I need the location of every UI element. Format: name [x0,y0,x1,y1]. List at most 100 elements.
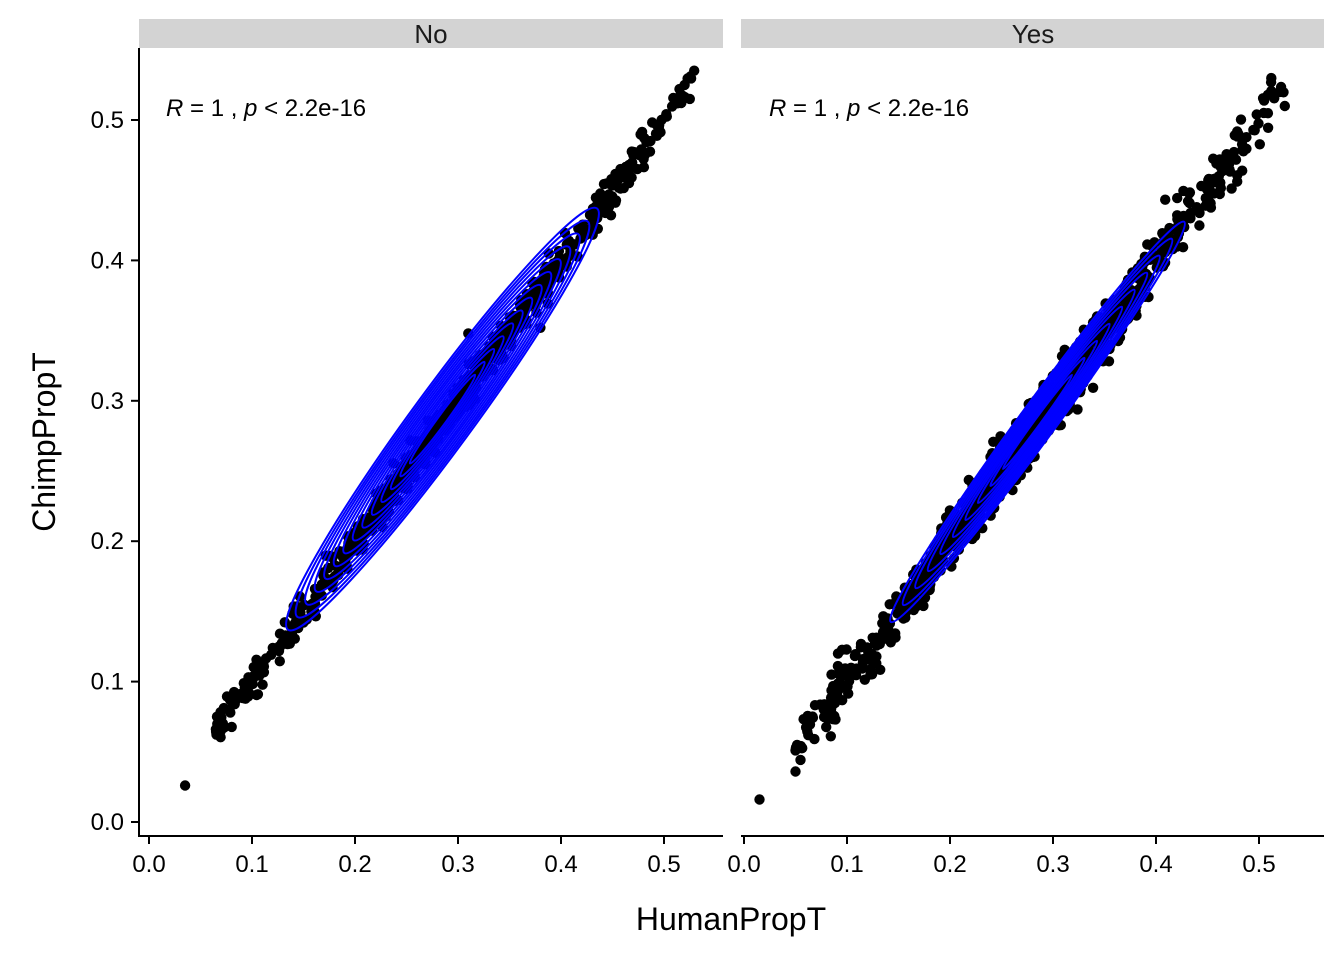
x-axis-ticks-yes: 0.0 0.1 0.2 0.3 0.4 0.5 [727,836,1276,878]
data-point [221,691,233,702]
data-point [884,599,895,610]
x-axis-ticks-no: 0.0 0.1 0.2 0.3 0.4 0.5 [132,836,681,878]
data-point [1254,139,1266,150]
data-point [274,656,285,667]
data-point [632,163,643,175]
data-point [1262,108,1274,119]
data-point [603,201,615,212]
data-point [825,731,836,742]
density-contours [285,206,600,632]
x-tick-label: 0.5 [647,851,680,878]
annotation-p-text: < 2.2e-16 [860,95,969,122]
points-group [179,65,700,791]
data-point [1203,173,1215,185]
data-point [647,117,658,128]
data-point [883,634,894,645]
density-contour [342,283,543,555]
density-contour [914,254,1161,590]
x-tick-label: 0.3 [1036,851,1069,878]
data-point [832,648,844,659]
density-contours [889,220,1186,624]
data-point [1160,194,1171,205]
data-point [1177,242,1189,253]
data-point [661,109,672,120]
data-point [1249,125,1260,136]
y-tick-label: 0.2 [91,528,124,555]
data-point [836,682,848,693]
data-point [795,754,806,766]
y-axis-title: ChimpPropT [26,352,62,532]
annotation-yes: R = 1 , p < 2.2e-16 [769,95,969,122]
data-point [918,600,929,612]
data-point [211,711,223,722]
density-contour [989,356,1086,487]
data-point [1215,177,1226,188]
data-point [849,650,861,662]
facet-strip-yes: Yes [741,19,1324,49]
data-point [327,582,338,593]
data-point [273,641,285,652]
data-point [871,658,882,669]
data-point [1241,132,1252,143]
density-contour [976,339,1099,505]
facet-label-no: No [414,19,447,49]
data-point [684,93,695,105]
data-point [610,195,622,206]
data-point [958,521,969,532]
data-point [1257,93,1269,104]
data-point [252,689,264,700]
data-point [615,183,626,194]
data-point [1182,196,1194,207]
data-point [685,71,696,82]
data-point [218,702,230,714]
x-tick-label: 0.4 [1139,851,1172,878]
density-contour [926,271,1149,573]
data-point [855,642,867,653]
data-point [840,663,851,674]
data-point [674,83,685,95]
data-point [837,695,848,706]
annotation-r-text: = 1 , [183,95,244,122]
data-point [1237,165,1248,176]
annotation-p-symbol: p [243,95,257,122]
data-point [1172,192,1183,204]
data-point [618,166,629,177]
density-contour [294,219,591,619]
panel-no [179,65,700,791]
data-point [1201,183,1213,195]
data-point [871,640,882,651]
data-point [1233,128,1244,140]
x-tick-label: 0.5 [1242,851,1275,878]
data-point [1216,163,1228,174]
data-point [859,674,870,685]
data-point [1184,187,1196,198]
facet-strip-no: No [139,19,723,49]
density-contour [313,245,572,593]
data-point [1274,86,1285,98]
y-tick-label: 0.3 [91,388,124,415]
data-point [1235,114,1247,125]
y-tick-label: 0.1 [91,669,124,696]
density-contour [285,206,600,632]
data-point [809,733,820,745]
annotation-r-symbol: R [166,95,183,122]
density-contour [901,237,1174,607]
y-tick-label: 0.5 [91,107,124,134]
data-point [1265,77,1277,88]
data-point [1072,404,1083,415]
data-point [179,780,191,791]
y-tick-label: 0.4 [91,247,124,274]
data-point [829,710,840,722]
density-contour [389,347,496,491]
data-point [1146,240,1157,251]
density-contour [951,305,1124,539]
annotation-r-text: = 1 , [786,95,847,122]
density-contour [939,288,1136,556]
data-point [612,175,623,186]
data-point [382,492,393,503]
x-tick-label: 0.0 [132,851,165,878]
density-contour [889,220,1186,624]
x-tick-label: 0.2 [933,851,966,878]
data-point [1087,382,1099,393]
data-point [291,613,302,625]
